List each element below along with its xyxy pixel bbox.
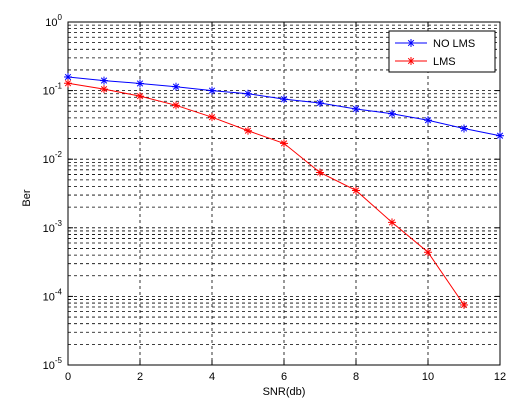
data-point bbox=[208, 113, 216, 122]
x-axis-label: SNR(db) bbox=[263, 386, 306, 398]
data-point bbox=[280, 95, 288, 104]
x-tick-label: 8 bbox=[353, 371, 359, 383]
x-tick-label: 10 bbox=[422, 371, 434, 383]
y-tick-label: 10-5 bbox=[43, 356, 63, 372]
x-tick-label: 0 bbox=[65, 371, 71, 383]
data-point bbox=[407, 57, 415, 65]
x-tick-label: 12 bbox=[494, 371, 506, 383]
data-point bbox=[460, 300, 468, 309]
data-point bbox=[208, 86, 216, 95]
data-point bbox=[496, 131, 504, 140]
data-point bbox=[64, 79, 72, 88]
data-point bbox=[100, 85, 108, 94]
legend-label: LMS bbox=[433, 56, 456, 68]
data-point bbox=[388, 109, 396, 118]
plot-series bbox=[64, 72, 504, 309]
data-point bbox=[352, 186, 360, 195]
data-point bbox=[172, 101, 180, 110]
data-point bbox=[388, 218, 396, 227]
series-line bbox=[67, 82, 465, 306]
data-point bbox=[136, 79, 144, 88]
plot-area bbox=[68, 22, 500, 365]
legend-box bbox=[388, 30, 496, 73]
legend-entry: LMS bbox=[395, 56, 456, 68]
y-axis-label: Ber bbox=[21, 189, 33, 206]
x-tick-label: 2 bbox=[137, 371, 143, 383]
data-point bbox=[460, 124, 468, 133]
legend: NO LMS LMS bbox=[388, 30, 496, 73]
series-no-lms bbox=[64, 72, 504, 140]
data-point bbox=[244, 89, 252, 98]
data-point bbox=[316, 98, 324, 107]
grid bbox=[68, 22, 500, 365]
data-point bbox=[244, 126, 252, 135]
data-point bbox=[316, 168, 324, 177]
y-tick-label: 100 bbox=[45, 13, 62, 29]
data-point bbox=[100, 76, 108, 85]
x-tick-label: 4 bbox=[209, 371, 215, 383]
y-tick-label: 10-3 bbox=[43, 219, 63, 235]
data-point bbox=[407, 39, 415, 47]
x-tick-label: 6 bbox=[281, 371, 287, 383]
axes: 0 2 4 6 8 10 12 100 10-1 10-2 10-3 10-4 10-5 bbox=[43, 13, 507, 383]
y-tick-label: 10-2 bbox=[43, 150, 63, 166]
data-point bbox=[352, 104, 360, 113]
y-tick-label: 10-4 bbox=[43, 287, 63, 303]
legend-entry: NO LMS bbox=[395, 38, 475, 50]
legend-label: NO LMS bbox=[433, 38, 475, 50]
series-lms bbox=[64, 79, 468, 309]
data-point bbox=[136, 92, 144, 101]
data-point bbox=[280, 139, 288, 148]
data-point bbox=[424, 248, 432, 257]
data-point bbox=[424, 116, 432, 125]
data-point bbox=[172, 82, 180, 91]
y-tick-label: 10-1 bbox=[43, 82, 63, 98]
